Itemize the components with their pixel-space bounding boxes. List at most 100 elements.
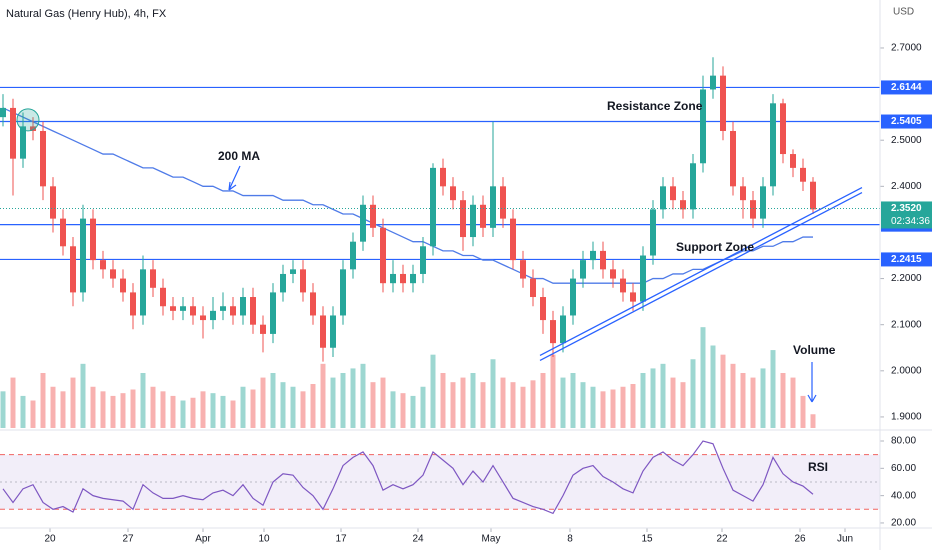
volume-bar — [320, 363, 326, 428]
candle-body — [140, 269, 146, 316]
volume-bar — [390, 391, 396, 428]
level-label: 2.5405 — [891, 116, 922, 127]
volume-bar — [310, 384, 316, 428]
volume-bar — [40, 373, 46, 428]
candle-body — [160, 287, 166, 307]
volume-bar — [720, 354, 726, 428]
candle-body — [60, 218, 66, 247]
candle-body — [470, 204, 476, 238]
volume-bar — [600, 391, 606, 428]
candle-body — [340, 269, 346, 316]
last-price-box — [881, 201, 932, 229]
countdown: 02:34:36 — [891, 216, 930, 227]
rsi-line — [2, 440, 814, 515]
x-tick-label: Apr — [195, 534, 211, 545]
volume-bar — [330, 377, 336, 428]
candle-body — [410, 273, 416, 284]
trendline — [539, 186, 863, 356]
volume-bar — [770, 350, 776, 428]
candle-body — [760, 186, 766, 219]
volume-bar — [370, 382, 376, 428]
y-tick-label: 1.9000 — [891, 412, 922, 423]
candle-body — [550, 320, 556, 344]
volume-bar — [350, 368, 356, 428]
candle-body — [370, 204, 376, 228]
volume-bar — [380, 377, 386, 428]
volume-bar — [220, 395, 226, 428]
volume-bar — [300, 391, 306, 428]
candle-body — [360, 204, 366, 242]
volume-bar — [530, 380, 536, 428]
candle-body — [190, 306, 196, 316]
y-tick-label: 2.0000 — [891, 365, 922, 376]
candle-body — [300, 269, 306, 293]
volume-bar — [410, 395, 416, 428]
rsi-tick-label: 60.00 — [891, 463, 916, 474]
rsi-tick-label: 80.00 — [891, 436, 916, 447]
volume-bar — [560, 377, 566, 428]
candle-body — [20, 126, 26, 159]
volume-bar — [520, 386, 526, 428]
currency: USD — [893, 7, 914, 18]
ma200-line — [2, 107, 813, 284]
candle-body — [230, 306, 236, 316]
volume-bar — [670, 377, 676, 428]
volume-bar — [30, 400, 36, 428]
candle-body — [210, 310, 216, 321]
candle-body — [90, 218, 96, 261]
volume-bar — [440, 373, 446, 428]
y-tick-label: 2.1000 — [891, 319, 922, 330]
candle-body — [310, 292, 316, 316]
candle-body — [720, 75, 726, 131]
candle-body — [710, 75, 716, 90]
candle-body — [170, 306, 176, 311]
volume-bar — [430, 354, 436, 428]
volume-bar — [550, 354, 556, 428]
candle-body — [100, 260, 106, 270]
plot-layer: 1.9000 2.0000 2.1000 2.2000 2.4000 2.5000 2.70… — [0, 43, 932, 545]
candle-body — [30, 126, 36, 131]
volume-bar — [650, 368, 656, 428]
chart-title: Natural Gas (Henry Hub), 4h, FX — [6, 8, 167, 20]
y-tick-label: 2.2000 — [891, 273, 922, 284]
volume-bar — [240, 386, 246, 428]
candle-body — [180, 306, 186, 311]
volume-bar — [510, 382, 516, 428]
candle-body — [680, 200, 686, 210]
candle-body — [430, 167, 436, 247]
candle-body — [740, 186, 746, 201]
candle-body — [800, 167, 806, 182]
candle-body — [400, 273, 406, 284]
candle-body — [270, 292, 276, 334]
candle-body — [250, 297, 256, 325]
volume-bar — [450, 382, 456, 428]
candle-body — [560, 315, 566, 344]
rsi-tick-label: 20.00 — [891, 518, 916, 529]
volume-bar — [270, 373, 276, 428]
volume-bar — [150, 386, 156, 428]
level-label-box — [881, 114, 932, 129]
marker-circle — [16, 108, 40, 132]
x-tick-label: 22 — [716, 534, 728, 545]
candle-body — [520, 260, 526, 279]
volume-bar — [70, 377, 76, 428]
y-tick-label: 2.4000 — [891, 181, 922, 192]
candle-body — [40, 130, 46, 187]
candle-body — [780, 103, 786, 155]
annotation: Support Zone — [676, 240, 754, 254]
volume-bar — [730, 363, 736, 428]
volume-bar — [100, 391, 106, 428]
candle-body — [260, 324, 266, 334]
candle-body — [220, 306, 226, 311]
volume-bar — [170, 395, 176, 428]
candle-body — [380, 227, 386, 284]
candle-body — [580, 260, 586, 279]
volume-bar — [540, 373, 546, 428]
volume-bar — [130, 389, 136, 428]
candle-body — [610, 269, 616, 279]
trendline — [539, 191, 863, 361]
volume-bar — [800, 395, 806, 428]
volume-bar — [290, 386, 296, 428]
volume-bar — [620, 386, 626, 428]
candle-body — [530, 278, 536, 298]
